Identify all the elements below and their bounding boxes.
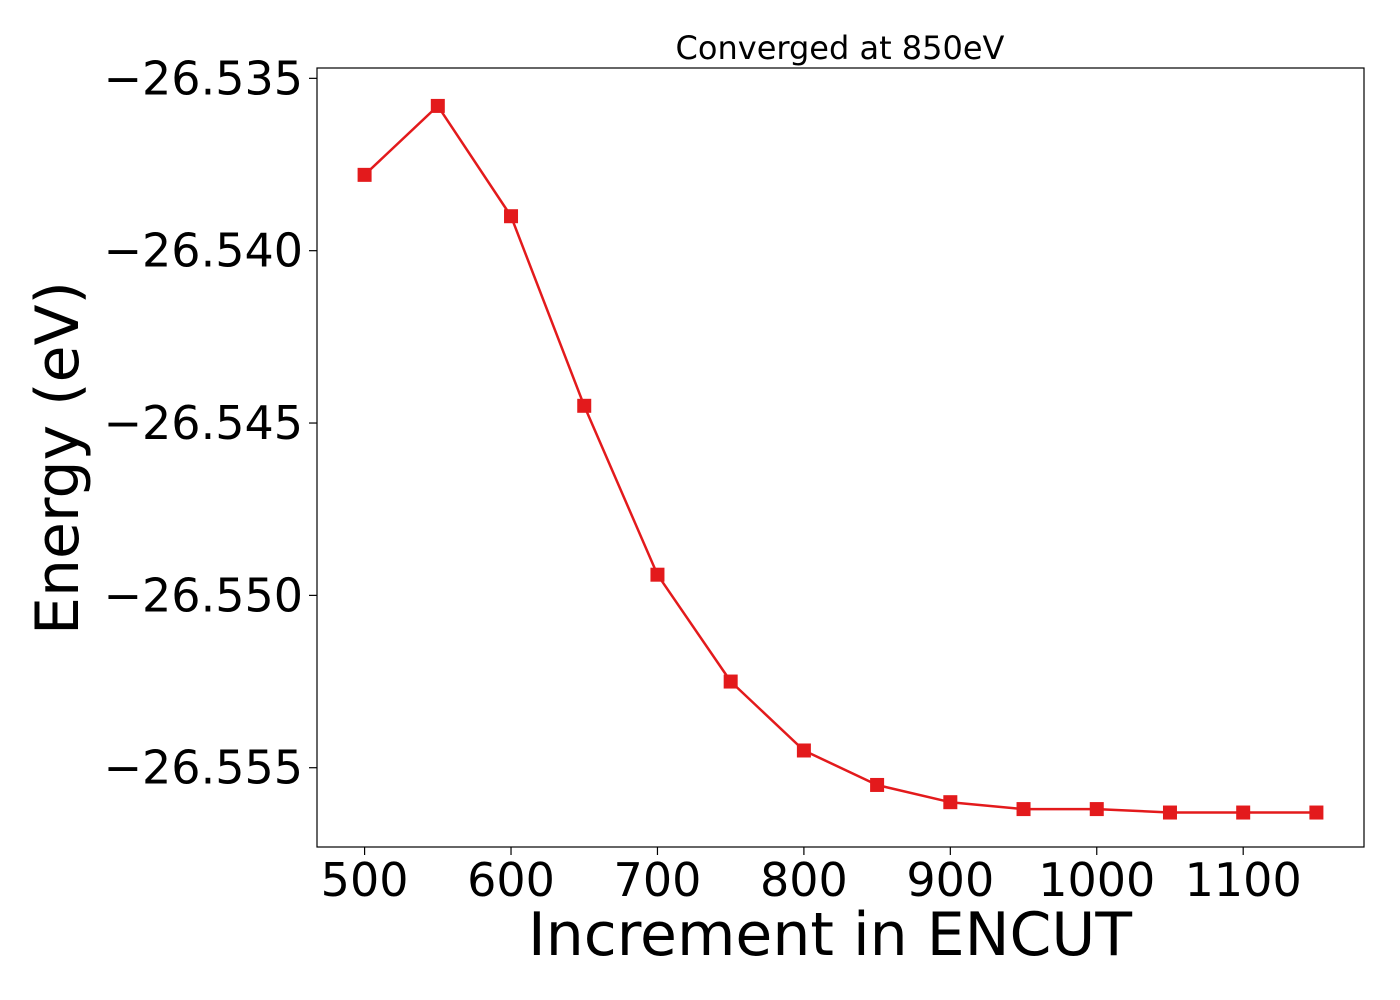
- x-axis-title: Increment in ENCUT: [528, 900, 1132, 970]
- x-tick-label: 600: [467, 853, 555, 907]
- x-tick-label: 900: [906, 853, 994, 907]
- y-axis-title: Energy (eV): [23, 281, 93, 635]
- x-axis: 500 600 700 800 900 1000 1100: [321, 847, 1302, 907]
- data-point-marker: [1236, 805, 1251, 820]
- data-point-marker: [1016, 802, 1031, 817]
- data-point-marker: [650, 567, 665, 582]
- data-point-marker: [723, 674, 738, 689]
- data-point-marker: [943, 795, 958, 810]
- data-point-marker: [1309, 805, 1324, 820]
- data-point-marker: [1162, 805, 1177, 820]
- y-tick-label: −26.550: [104, 568, 304, 622]
- plot-frame: [316, 67, 1365, 848]
- y-tick-label: −26.545: [104, 396, 304, 450]
- data-point-marker: [796, 743, 811, 758]
- x-tick-label: 500: [321, 853, 409, 907]
- data-point-marker: [430, 98, 445, 113]
- data-point-marker: [504, 209, 519, 224]
- x-tick-label: 800: [760, 853, 848, 907]
- data-point-marker: [870, 777, 885, 792]
- chart-title: Converged at 850eV: [676, 29, 1005, 67]
- data-point-marker: [357, 167, 372, 182]
- y-axis: −26.535 −26.540 −26.545 −26.550 −26.555: [104, 51, 317, 795]
- data-point-marker: [1089, 802, 1104, 817]
- x-tick-label: 1000: [1038, 853, 1155, 907]
- x-tick-label: 700: [614, 853, 702, 907]
- x-tick-label: 1100: [1185, 853, 1302, 907]
- y-tick-label: −26.540: [104, 224, 304, 278]
- series-line: [363, 104, 1317, 814]
- y-tick-label: −26.555: [104, 741, 304, 795]
- y-tick-label: −26.535: [104, 51, 304, 105]
- data-point-marker: [577, 398, 592, 413]
- plot-layer: [357, 98, 1324, 820]
